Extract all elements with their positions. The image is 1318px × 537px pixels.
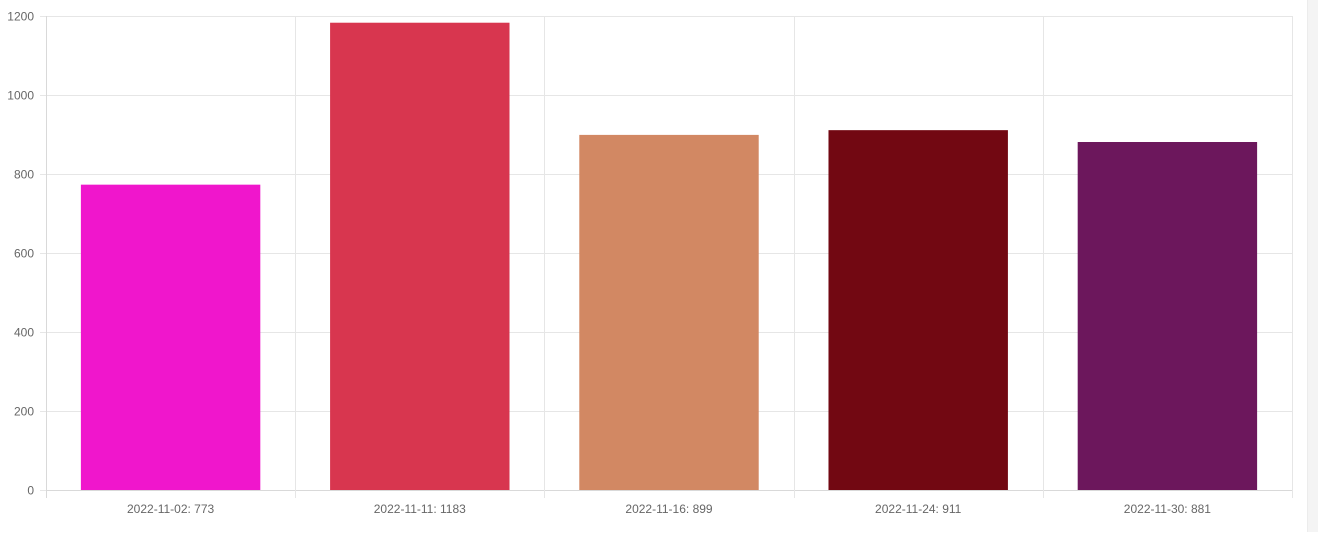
y-tick-label: 400 xyxy=(14,326,34,340)
y-tick-label: 600 xyxy=(14,247,34,261)
bar-layer xyxy=(80,22,1258,491)
x-tick-label: 2022-11-30: 881 xyxy=(1124,502,1212,516)
bar xyxy=(579,134,759,490)
bar xyxy=(80,184,261,491)
y-tick-label: 200 xyxy=(14,405,34,419)
axis-layer xyxy=(40,16,46,491)
bar xyxy=(828,130,1008,490)
bar xyxy=(330,22,510,491)
y-tick-label: 0 xyxy=(27,484,34,498)
x-tick-label: 2022-11-02: 773 xyxy=(127,502,215,516)
label-layer: 0 200 400 600 800 1000 1200 2022-11-02: 773 2022… xyxy=(7,10,1211,517)
page-scrollbar[interactable] xyxy=(1307,0,1318,532)
x-tick-label: 2022-11-11: 1183 xyxy=(374,502,466,516)
y-tick-label: 1000 xyxy=(7,89,34,103)
y-tick-label: 800 xyxy=(14,168,34,182)
y-tick-label: 1200 xyxy=(7,10,34,24)
bar xyxy=(1077,142,1258,490)
x-tick-label: 2022-11-16: 899 xyxy=(625,502,713,516)
x-tick-label: 2022-11-24: 911 xyxy=(875,502,962,516)
